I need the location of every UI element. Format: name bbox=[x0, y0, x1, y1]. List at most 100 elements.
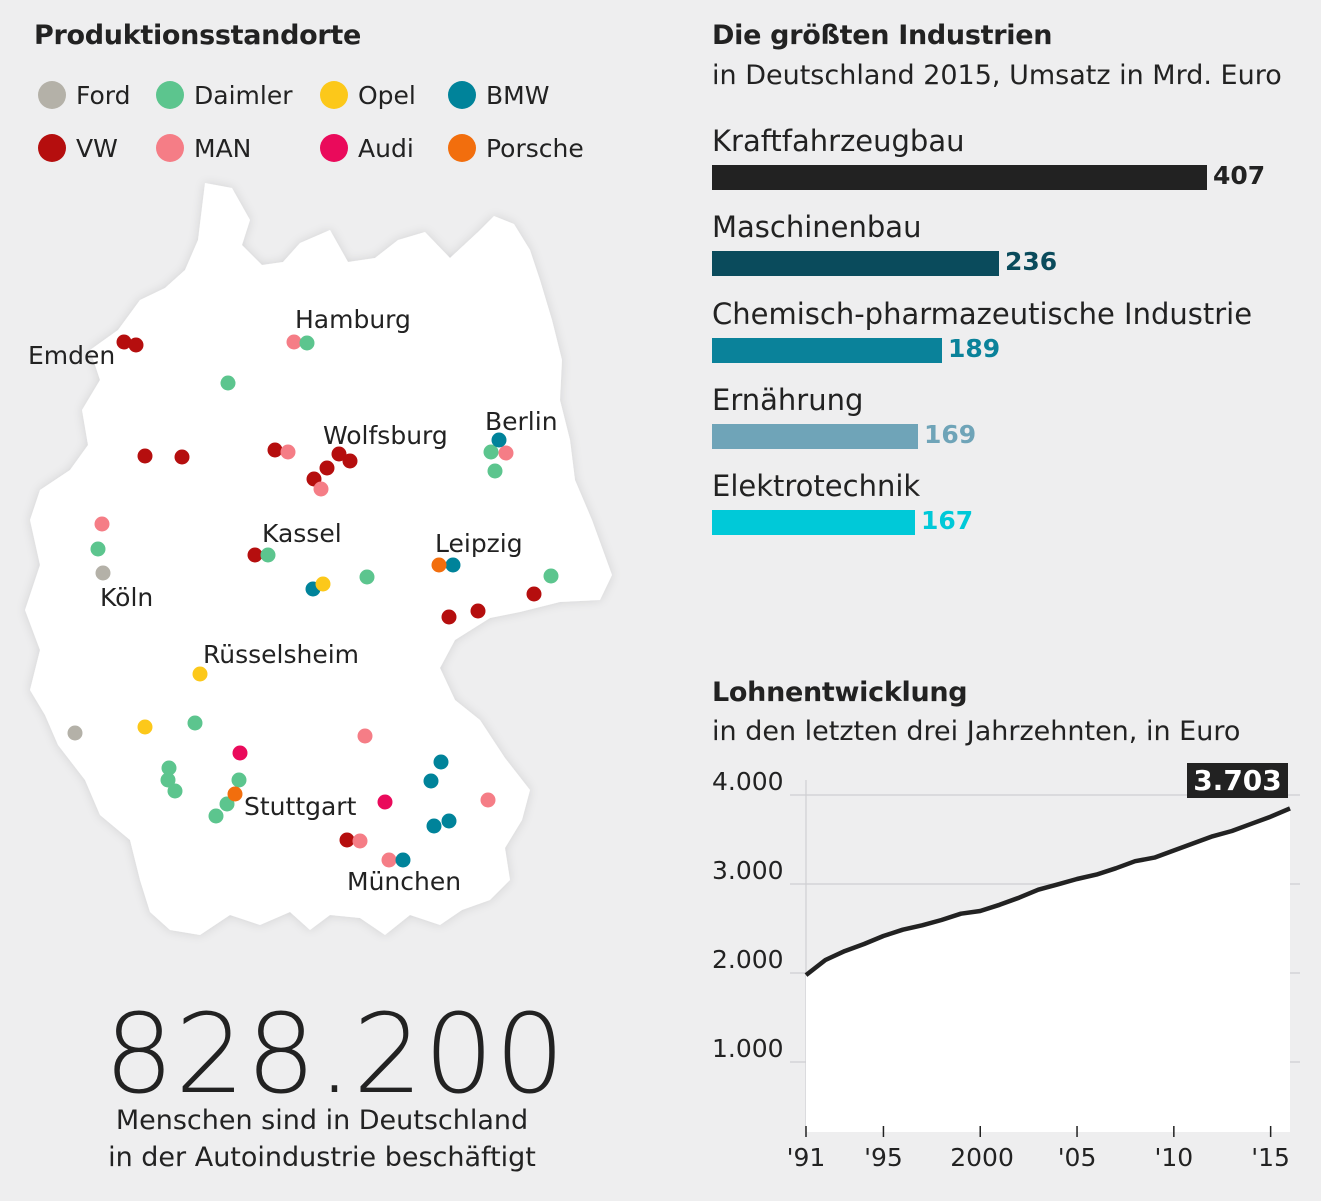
plant-marker-vw bbox=[441, 609, 457, 625]
plant-marker-bmw bbox=[445, 557, 461, 573]
bar-value-label: 236 bbox=[1005, 247, 1058, 276]
plant-marker-vw bbox=[526, 586, 542, 602]
legend-label-porsche: Porsche bbox=[486, 133, 584, 163]
city-koeln: Köln bbox=[100, 583, 153, 612]
plant-marker-daimler bbox=[161, 760, 177, 776]
industries-title: Die größten Industrien bbox=[712, 20, 1053, 51]
legend-item-daimler: Daimler bbox=[156, 80, 292, 110]
city-hamburg: Hamburg bbox=[295, 305, 411, 334]
bar-value-label: 169 bbox=[924, 420, 977, 449]
y-tick-label: 3.000 bbox=[712, 856, 784, 885]
legend-label-opel: Opel bbox=[358, 80, 416, 110]
wages-x-ticks bbox=[805, 1126, 1272, 1137]
plant-marker-daimler bbox=[299, 335, 315, 351]
bar-category-label: Chemisch-pharmazeutische Industrie bbox=[712, 297, 1253, 331]
bar bbox=[712, 338, 942, 363]
bar-category-label: Kraftfahrzeugbau bbox=[712, 124, 965, 158]
city-berlin: Berlin bbox=[485, 407, 558, 436]
plant-marker-bmw bbox=[423, 773, 439, 789]
bar bbox=[712, 251, 999, 276]
plant-marker-man bbox=[280, 444, 296, 460]
plant-marker-vw bbox=[174, 449, 190, 465]
x-tick-label: '05 bbox=[1057, 1143, 1097, 1172]
plant-marker-vw bbox=[116, 334, 132, 350]
plant-marker-daimler bbox=[220, 375, 236, 391]
plant-marker-daimler bbox=[187, 715, 203, 731]
y-tick-label: 2.000 bbox=[712, 945, 784, 974]
wages-callout-value: 3.703 bbox=[1193, 764, 1282, 797]
plant-marker-man bbox=[357, 728, 373, 744]
plant-marker-man bbox=[286, 334, 302, 350]
plant-marker-porsche bbox=[431, 557, 447, 573]
plant-marker-bmw bbox=[395, 852, 411, 868]
plant-marker-vw bbox=[128, 337, 144, 353]
x-tick-label: '10 bbox=[1154, 1143, 1194, 1172]
city-stuttgart: Stuttgart bbox=[244, 792, 357, 821]
plant-marker-vw bbox=[470, 603, 486, 619]
legend-item-porsche: Porsche bbox=[448, 133, 584, 163]
plant-marker-ford bbox=[95, 565, 111, 581]
map-city-labels: Hamburg Emden Berlin Wolfsburg Kassel Le… bbox=[28, 305, 558, 896]
legend-item-vw: VW bbox=[38, 133, 118, 163]
plant-marker-daimler bbox=[260, 547, 276, 563]
legend-dot-audi bbox=[320, 134, 348, 162]
plant-marker-audi bbox=[377, 794, 393, 810]
map-title: Produktionsstandorte bbox=[34, 20, 361, 51]
plant-marker-daimler bbox=[208, 808, 224, 824]
plant-marker-man bbox=[352, 833, 368, 849]
legend-dot-bmw bbox=[448, 81, 476, 109]
bar-value-label: 167 bbox=[921, 506, 974, 535]
plant-markers bbox=[67, 334, 559, 868]
legend-label-audi: Audi bbox=[358, 133, 414, 163]
bar bbox=[712, 165, 1207, 190]
plant-marker-man bbox=[498, 445, 514, 461]
plant-marker-vw bbox=[137, 448, 153, 464]
plant-marker-vw bbox=[319, 460, 335, 476]
wages-area bbox=[806, 808, 1290, 1132]
city-emden: Emden bbox=[28, 341, 115, 370]
bar-category-label: Ernährung bbox=[712, 383, 864, 417]
plant-marker-bmw bbox=[441, 813, 457, 829]
plant-marker-ford bbox=[67, 725, 83, 741]
plant-marker-vw bbox=[331, 446, 347, 462]
legend-label-daimler: Daimler bbox=[194, 80, 293, 110]
plant-marker-vw bbox=[339, 832, 355, 848]
legend-label-vw: VW bbox=[76, 133, 118, 163]
x-tick-label: '91 bbox=[786, 1143, 826, 1172]
wages-subtitle: in den letzten drei Jahrzehnten, in Euro bbox=[712, 716, 1241, 747]
plant-marker-man bbox=[480, 792, 496, 808]
plant-marker-daimler bbox=[359, 569, 375, 585]
plant-marker-man bbox=[381, 852, 397, 868]
plant-marker-daimler bbox=[167, 783, 183, 799]
legend-item-audi: Audi bbox=[320, 133, 414, 163]
city-leipzig: Leipzig bbox=[435, 529, 523, 558]
plant-marker-bmw bbox=[426, 818, 442, 834]
wages-series-line bbox=[804, 806, 1291, 977]
plant-marker-daimler bbox=[160, 772, 176, 788]
bar-category-label: Maschinenbau bbox=[712, 210, 922, 244]
x-tick-label: '15 bbox=[1251, 1143, 1290, 1172]
plant-marker-daimler bbox=[90, 541, 106, 557]
plant-marker-man bbox=[313, 481, 329, 497]
plant-marker-porsche bbox=[227, 786, 243, 802]
city-kassel: Kassel bbox=[262, 519, 342, 548]
legend-label-man: MAN bbox=[194, 133, 252, 163]
legend-label-bmw: BMW bbox=[486, 80, 550, 110]
employment-number: 828.200 bbox=[104, 990, 566, 1118]
legend-dot-ford bbox=[38, 81, 66, 109]
y-tick-label: 4.000 bbox=[712, 767, 784, 796]
x-tick-label: '95 bbox=[864, 1143, 903, 1172]
legend-label-ford: Ford bbox=[76, 80, 131, 110]
y-tick-label: 1.000 bbox=[712, 1034, 784, 1063]
plant-marker-audi bbox=[232, 745, 248, 761]
plant-marker-vw bbox=[247, 547, 263, 563]
plant-marker-daimler bbox=[219, 796, 235, 812]
plant-marker-man bbox=[94, 516, 110, 532]
wages-title: Lohnentwicklung bbox=[712, 677, 968, 708]
legend-item-ford: Ford bbox=[38, 80, 131, 110]
bar-category-label: Elektrotechnik bbox=[712, 469, 921, 503]
plant-marker-bmw bbox=[491, 432, 507, 448]
bar bbox=[712, 510, 915, 535]
legend-dot-porsche bbox=[448, 134, 476, 162]
bar bbox=[712, 424, 918, 449]
